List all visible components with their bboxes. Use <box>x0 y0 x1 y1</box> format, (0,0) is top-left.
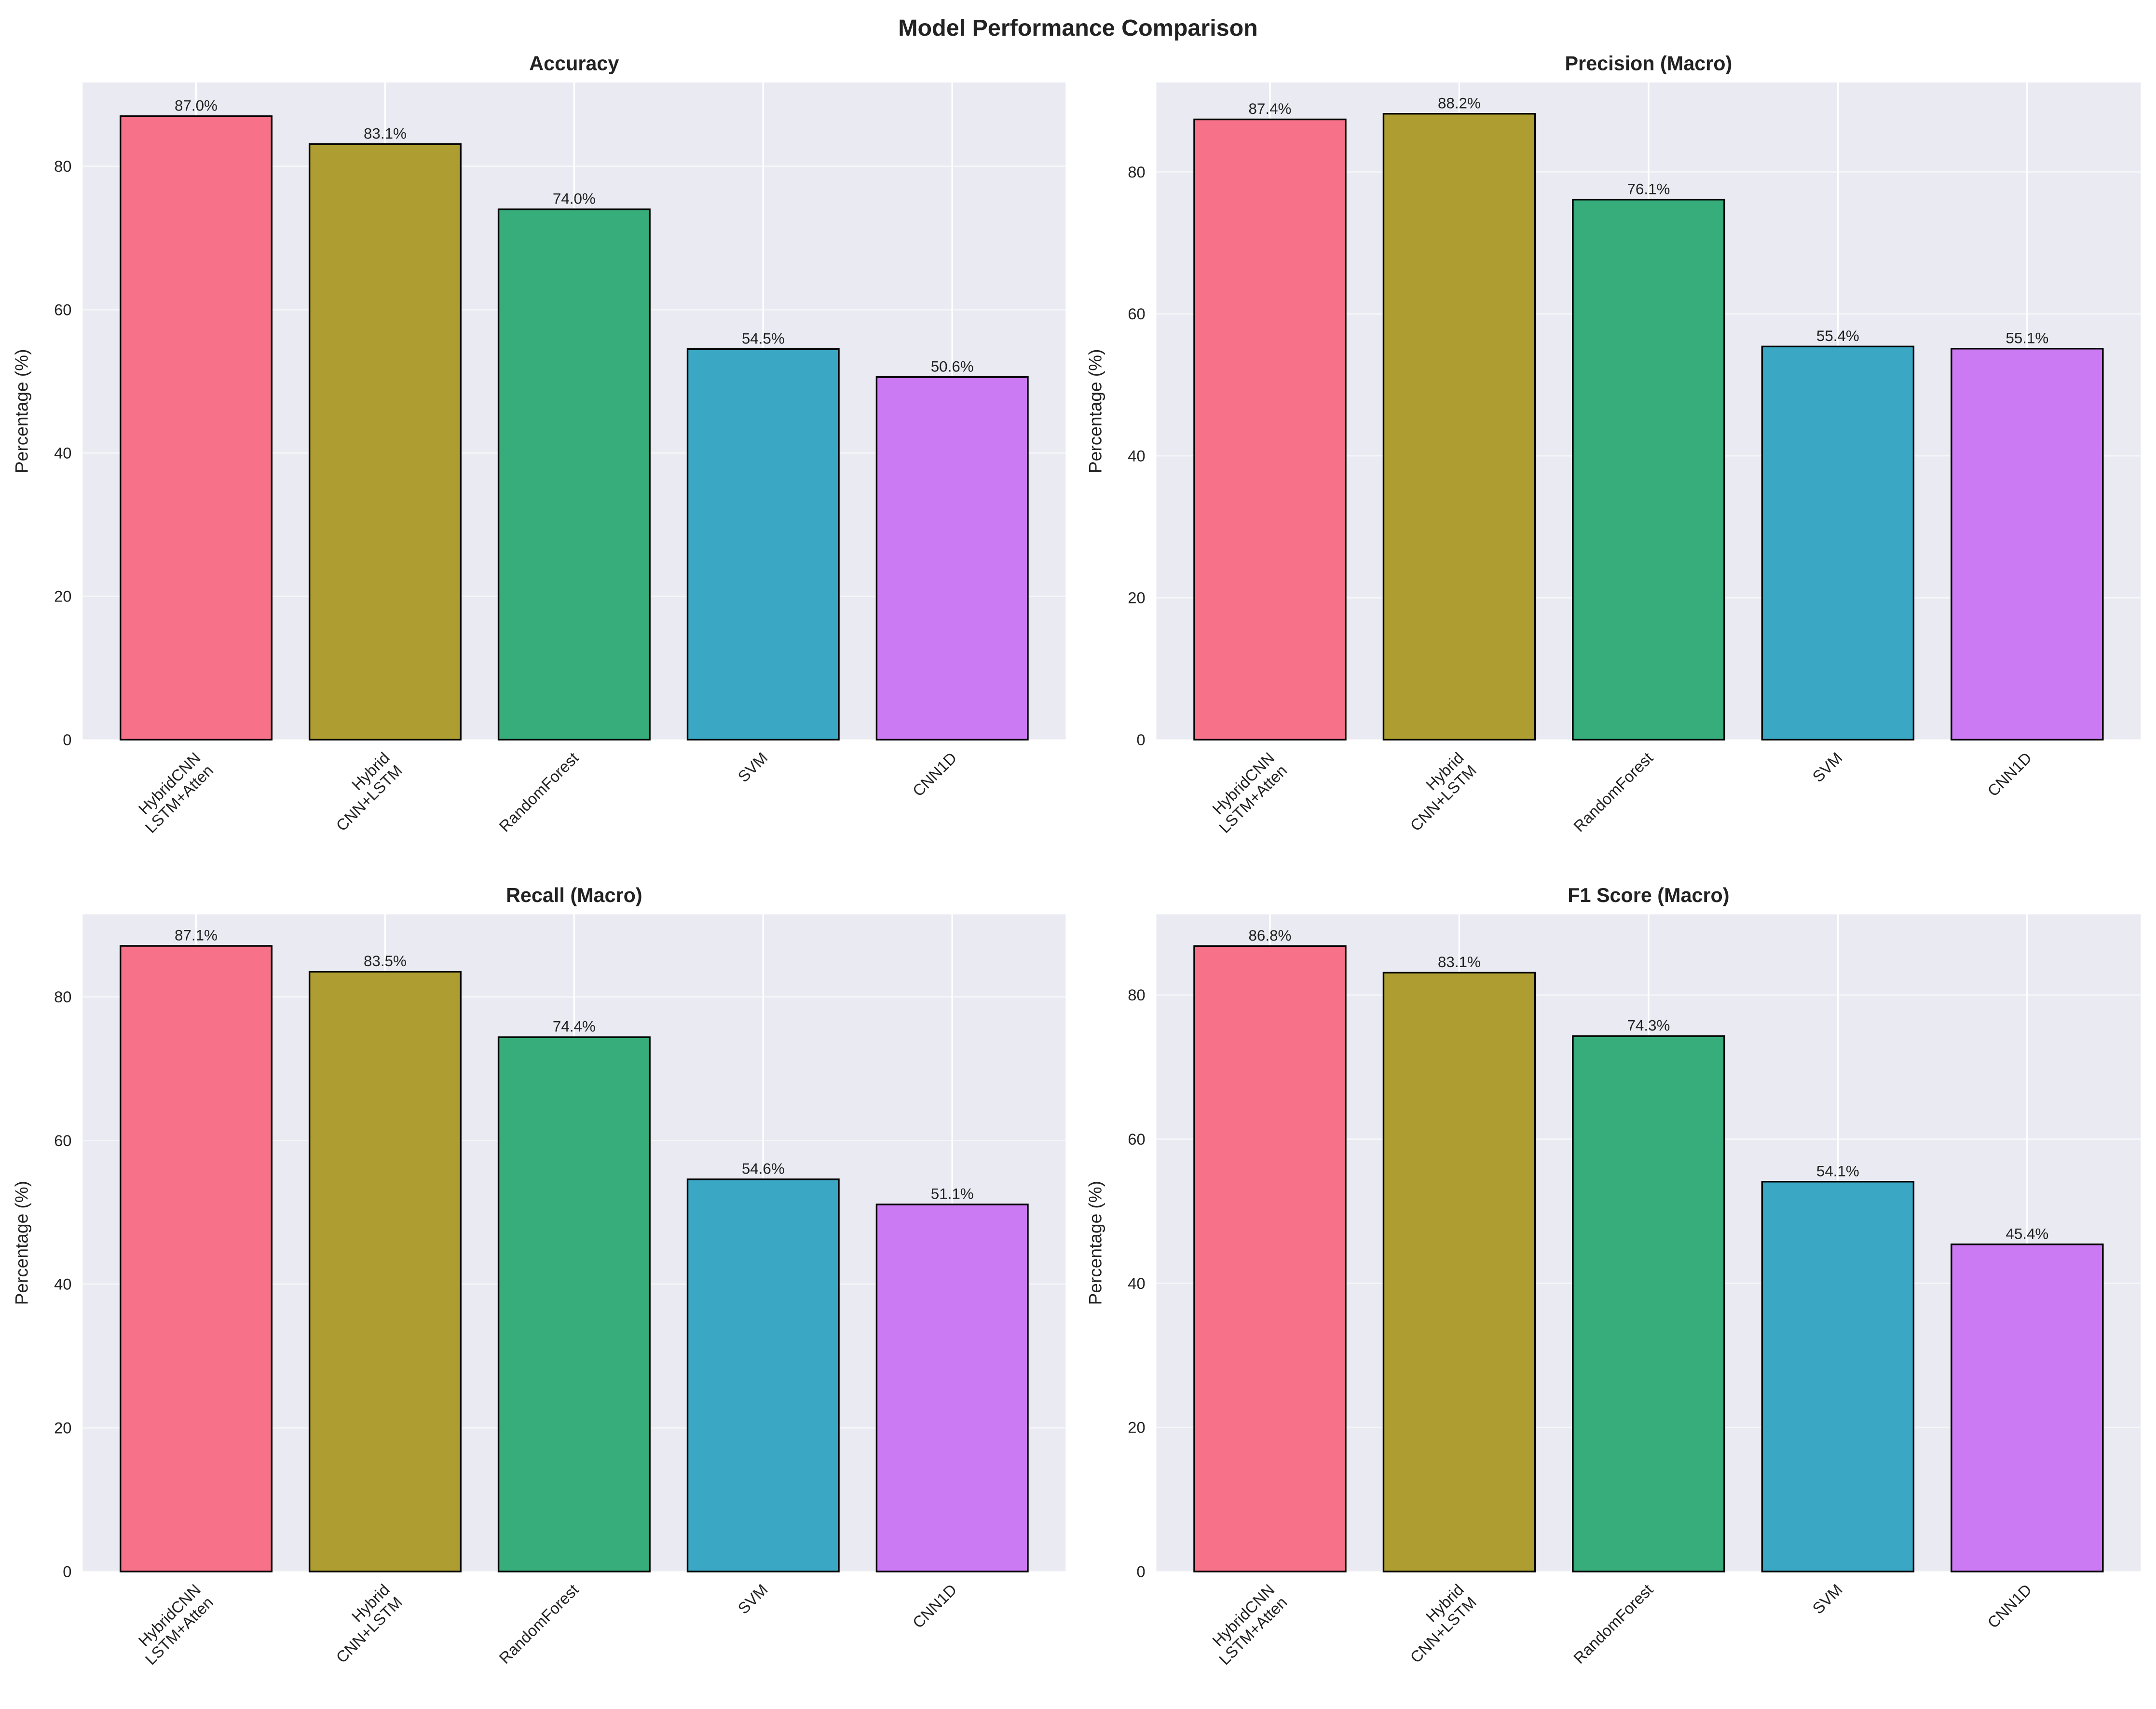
bar-value-label: 87.4% <box>1249 100 1292 117</box>
bar <box>1193 118 1347 741</box>
bar <box>497 1036 651 1572</box>
bar-value-label: 83.1% <box>1438 954 1481 971</box>
bar <box>1761 1181 1915 1572</box>
bar-value-label: 87.0% <box>175 97 218 114</box>
y-tick-label: 40 <box>1128 447 1145 465</box>
bar <box>308 143 462 741</box>
y-tick-label: 40 <box>54 444 71 462</box>
y-tick-label: 0 <box>63 1562 71 1580</box>
y-axis-label: Percentage (%) <box>1085 1181 1105 1305</box>
bar <box>120 115 273 741</box>
bar-value-label: 86.8% <box>1249 927 1292 944</box>
bar <box>120 945 273 1572</box>
bar-value-label: 88.2% <box>1438 95 1481 111</box>
subplot-3: 0 20 40 60 80 Recall (Macro) Percentage (%) 87.… <box>11 884 1066 1668</box>
bar <box>308 971 462 1572</box>
bar-value-label: 50.6% <box>931 358 974 375</box>
bar <box>1572 199 1725 741</box>
bar-value-label: 87.1% <box>175 927 218 944</box>
y-tick-label: 80 <box>1128 163 1145 181</box>
bar-value-label: 54.5% <box>742 330 785 347</box>
bar <box>875 376 1029 741</box>
y-tick-label: 20 <box>54 1419 71 1437</box>
bar <box>1572 1035 1725 1572</box>
bar-value-label: 54.1% <box>1816 1162 1859 1179</box>
bar <box>875 1203 1029 1572</box>
y-axis-label: Percentage (%) <box>11 1181 31 1305</box>
bar-value-label: 76.1% <box>1627 180 1670 197</box>
bar <box>1951 348 2104 741</box>
y-tick-label: 60 <box>1128 305 1145 323</box>
y-tick-label: 80 <box>54 988 71 1006</box>
subplot-4: 0 20 40 60 80 F1 Score (Macro) Percentage (%) 8… <box>1085 884 2141 1668</box>
y-tick-label: 20 <box>54 588 71 605</box>
bar-value-label: 55.1% <box>2006 329 2048 346</box>
bar <box>1193 945 1347 1572</box>
y-tick-label: 60 <box>54 301 71 318</box>
bar <box>1951 1244 2104 1572</box>
bar <box>1761 345 1915 741</box>
bar-value-label: 45.4% <box>2006 1225 2048 1242</box>
bar <box>686 1178 840 1572</box>
figure-title: Model Performance Comparison <box>898 15 1258 41</box>
subplot-title: Accuracy <box>529 52 619 74</box>
y-tick-label: 60 <box>54 1132 71 1149</box>
bar-value-label: 74.0% <box>553 191 596 207</box>
subplot-title: Precision (Macro) <box>1565 52 1733 74</box>
bar-value-label: 55.4% <box>1816 328 1859 344</box>
subplot-2: 0 20 40 60 80 Precision (Macro) Percentage (%)… <box>1085 52 2141 836</box>
bar-value-label: 51.1% <box>931 1186 974 1203</box>
bar-value-label: 74.3% <box>1627 1017 1670 1034</box>
y-tick-label: 0 <box>63 731 71 749</box>
bar <box>497 208 651 741</box>
bar-value-label: 74.4% <box>553 1018 596 1035</box>
y-tick-label: 0 <box>1136 731 1145 749</box>
y-tick-label: 20 <box>1128 589 1145 607</box>
y-axis-label: Percentage (%) <box>11 349 31 473</box>
bar-value-label: 83.5% <box>364 953 407 970</box>
bar <box>686 348 840 741</box>
subplot-title: F1 Score (Macro) <box>1568 884 1729 906</box>
y-tick-label: 60 <box>1128 1130 1145 1148</box>
y-tick-label: 80 <box>1128 986 1145 1004</box>
y-tick-label: 40 <box>54 1275 71 1293</box>
y-tick-label: 40 <box>1128 1274 1145 1292</box>
y-tick-label: 20 <box>1128 1419 1145 1436</box>
bar-value-label: 54.6% <box>742 1161 785 1177</box>
y-tick-label: 80 <box>54 157 71 175</box>
y-tick-label: 0 <box>1136 1562 1145 1580</box>
bar <box>1382 113 1536 741</box>
bar <box>1382 971 1536 1572</box>
subplot-title: Recall (Macro) <box>506 884 642 906</box>
y-axis-label: Percentage (%) <box>1085 349 1105 473</box>
bar-value-label: 83.1% <box>364 125 407 142</box>
